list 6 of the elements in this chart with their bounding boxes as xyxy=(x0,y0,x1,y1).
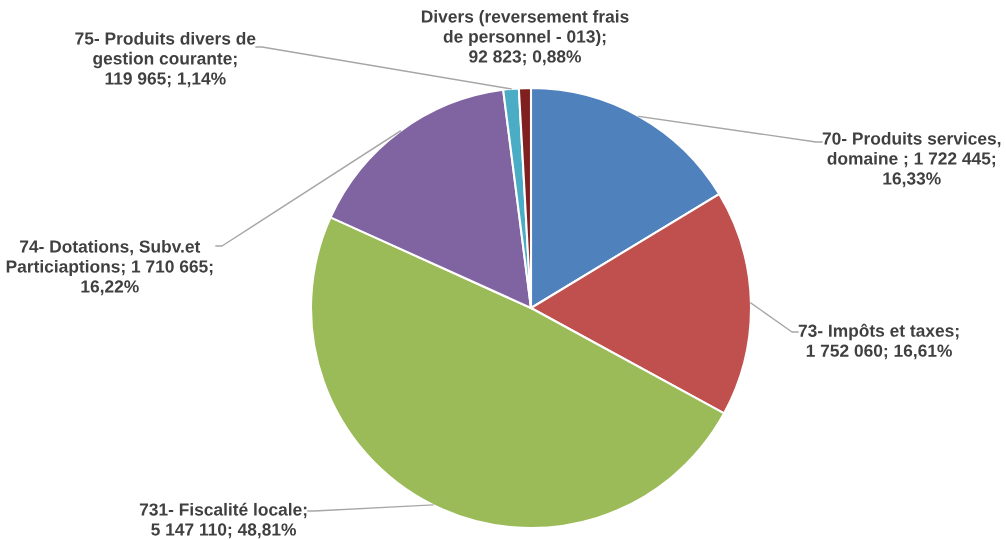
slice-label: 74- Dotations, Subv.et Particiaptions; 1 710 665; 16,22% xyxy=(6,239,213,296)
slice-label: 73- Impôts et taxes; 1 752 060; 16,61% xyxy=(798,323,959,360)
slice-label: 70- Produits services, domaine ; 1 722 445; 16,33% xyxy=(822,131,1001,188)
slice-label: 731- Fiscalité locale; 5 147 110; 48,81% xyxy=(139,502,307,539)
slice-label: 75- Produits divers de gestion courante; 119 965; 1,14% xyxy=(75,31,256,88)
slice-label: Divers (reversement frais de personnel - 013); 92 823; 0,88% xyxy=(421,9,629,66)
